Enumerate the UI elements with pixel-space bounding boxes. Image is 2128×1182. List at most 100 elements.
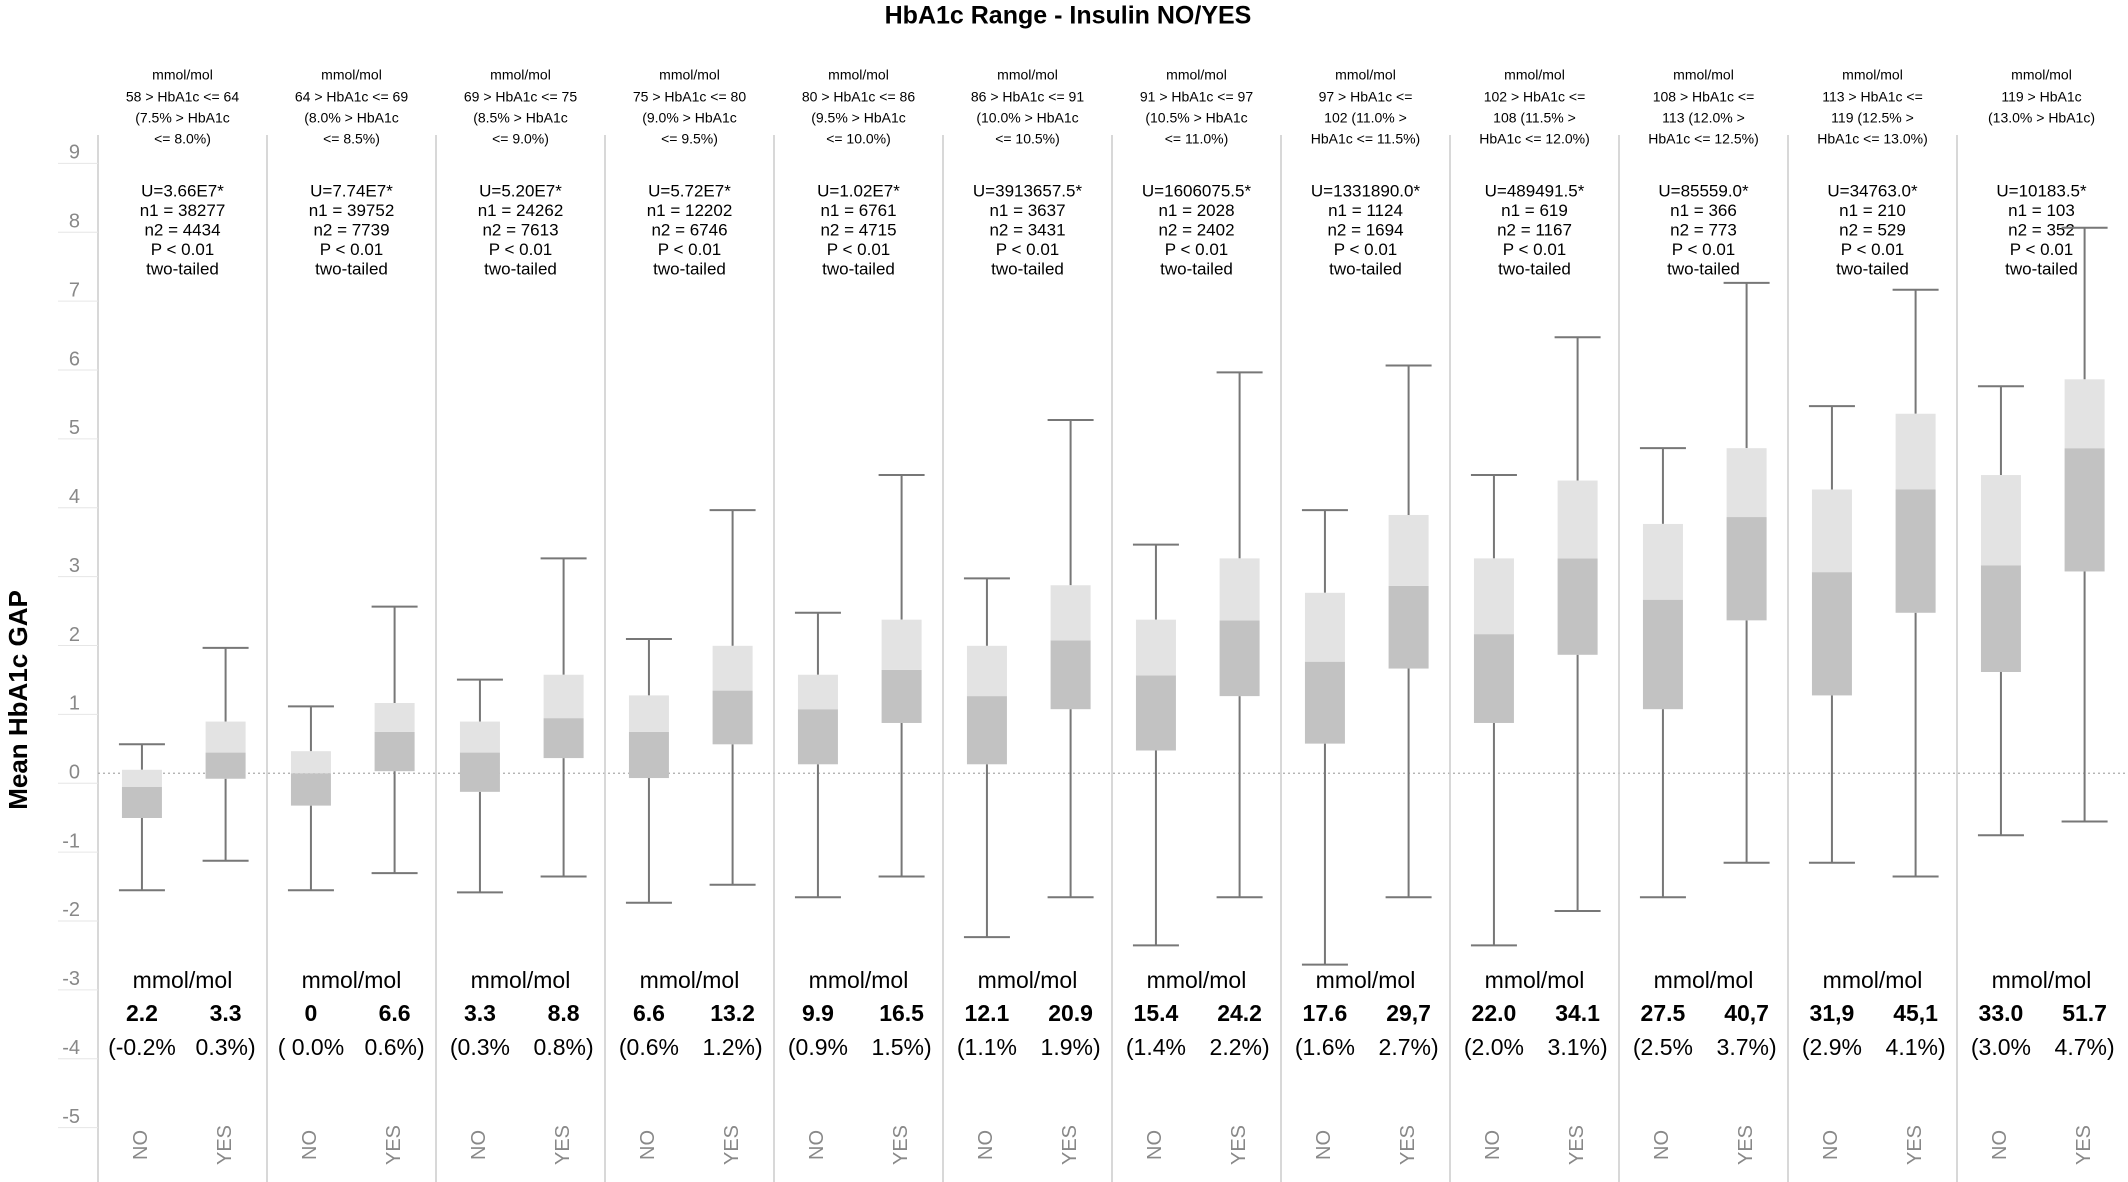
panel-percent: 0.6%) <box>365 1034 425 1060</box>
panel-header: 119 (12.5% > <box>1831 110 1914 126</box>
whisker-high <box>1554 336 1601 481</box>
y-tick-label: 1 <box>69 693 80 715</box>
x-tick-label: NO <box>468 1130 490 1160</box>
whisker-high <box>202 646 249 722</box>
whisker-high <box>878 474 925 620</box>
panel-header: 108 (11.5% > <box>1493 110 1576 126</box>
box-upper <box>121 769 162 788</box>
panel-stats: U=3.66E7* <box>141 181 224 200</box>
panel-header: (10.0% > HbA1c <box>976 110 1078 126</box>
panel-unit: mmol/mol <box>471 967 571 993</box>
panel-header: mmol/mol <box>1842 67 1903 83</box>
box-lower <box>1642 599 1683 710</box>
y-tick-label: 7 <box>69 279 80 301</box>
panel-header: 102 > HbA1c <= <box>1484 89 1586 105</box>
panel-header: 119 > HbA1c <box>2001 89 2081 105</box>
panel-stats: U=489491.5* <box>1485 181 1585 200</box>
whisker-high <box>625 637 672 696</box>
panel-percent: 2.7%) <box>1379 1034 1439 1060</box>
panel-mean: 40,7 <box>1724 1000 1769 1026</box>
panel-percent: 3.7%) <box>1717 1034 1777 1060</box>
box-lower <box>881 669 922 723</box>
panel-mean: 9.9 <box>802 1000 834 1026</box>
panel-header: mmol/mol <box>1166 67 1227 83</box>
panel-stats: n2 = 4434 <box>144 220 220 239</box>
y-tick-label: -4 <box>62 1037 80 1059</box>
box-upper <box>205 721 246 753</box>
x-tick-label: NO <box>975 1130 997 1160</box>
panel-stats: n1 = 6761 <box>820 201 896 220</box>
box-lower <box>797 709 838 765</box>
box-upper <box>1557 480 1598 559</box>
x-tick-label: YES <box>1228 1125 1250 1165</box>
panel-mean: 29,7 <box>1386 1000 1431 1026</box>
panel-header: 102 (11.0% > <box>1324 110 1407 126</box>
whisker-low <box>1892 612 1939 878</box>
panel-percent: (2.5% <box>1633 1034 1693 1060</box>
panel-stats: P < 0.01 <box>489 240 553 259</box>
panel-stats: n1 = 3637 <box>989 201 1065 220</box>
panel-stats: P < 0.01 <box>827 240 891 259</box>
whisker-low <box>1385 668 1432 899</box>
panel-percent: 1.2%) <box>703 1034 763 1060</box>
whisker-low <box>540 758 587 878</box>
panel-percent: 0.3%) <box>196 1034 256 1060</box>
panel-percent: (1.6% <box>1295 1034 1355 1060</box>
panel-stats: two-tailed <box>1498 259 1571 278</box>
panel-stats: P < 0.01 <box>151 240 215 259</box>
panel-stats: P < 0.01 <box>2010 240 2074 259</box>
x-tick-label: YES <box>1059 1125 1081 1165</box>
panel-percent: 1.9%) <box>1041 1034 1101 1060</box>
panel-mean: 2.2 <box>126 1000 158 1026</box>
x-tick-label: NO <box>806 1130 828 1160</box>
panel-stats: P < 0.01 <box>1841 240 1905 259</box>
panel-stats: n1 = 103 <box>2008 201 2075 220</box>
box-lower <box>628 731 669 779</box>
panel-unit: mmol/mol <box>1147 967 1247 993</box>
whisker-low <box>118 817 165 892</box>
panel-header: HbA1c <= 11.5%) <box>1311 131 1420 147</box>
panel-mean: 6.6 <box>379 1000 411 1026</box>
whisker-low <box>625 778 672 904</box>
y-tick-label: -5 <box>62 1106 80 1128</box>
panel-mean: 33.0 <box>1979 1000 2024 1026</box>
panel-stats: U=3913657.5* <box>973 181 1083 200</box>
panel-stats: two-tailed <box>146 259 219 278</box>
whisker-high <box>794 611 841 675</box>
panel-stats: two-tailed <box>2005 259 2078 278</box>
y-tick-label: 4 <box>69 486 80 508</box>
panel-header: HbA1c <= 12.0%) <box>1479 131 1590 147</box>
box-lower <box>459 752 500 792</box>
panel-header: (9.0% > HbA1c <box>642 110 737 126</box>
whisker-low <box>456 791 503 894</box>
panel-stats: n1 = 12202 <box>647 201 733 220</box>
y-tick-label: 2 <box>69 624 80 646</box>
panel-stats: two-tailed <box>1667 259 1740 278</box>
box-upper <box>1726 448 1767 518</box>
panel-percent: (0.3% <box>450 1034 510 1060</box>
panel-mean: 12.1 <box>965 1000 1010 1026</box>
panel-stats: U=34763.0* <box>1827 181 1918 200</box>
box-lower <box>121 787 162 818</box>
whisker-high <box>371 605 418 703</box>
box-lower <box>712 690 753 745</box>
panel-percent: (3.0% <box>1971 1034 2031 1060</box>
panel-stats: n1 = 1124 <box>1328 201 1403 220</box>
panel-percent: (1.4% <box>1126 1034 1186 1060</box>
box-lower <box>2064 448 2105 572</box>
panel-stats: P < 0.01 <box>658 240 722 259</box>
whisker-high <box>287 705 334 752</box>
panel-stats: U=5.20E7* <box>479 181 562 200</box>
y-tick-label: -1 <box>62 830 80 852</box>
whisker-high <box>1301 509 1348 593</box>
box-lower <box>1557 558 1598 655</box>
panel-header: <= 9.0%) <box>492 131 549 147</box>
whisker-high <box>118 743 165 770</box>
panel-percent: (2.9% <box>1802 1034 1862 1060</box>
whisker-high <box>1132 543 1179 620</box>
box-lower <box>1980 565 2021 672</box>
panel-header: 58 > HbA1c <= 64 <box>126 89 239 105</box>
box-lower <box>966 696 1007 765</box>
panel-mean: 3.3 <box>210 1000 242 1026</box>
